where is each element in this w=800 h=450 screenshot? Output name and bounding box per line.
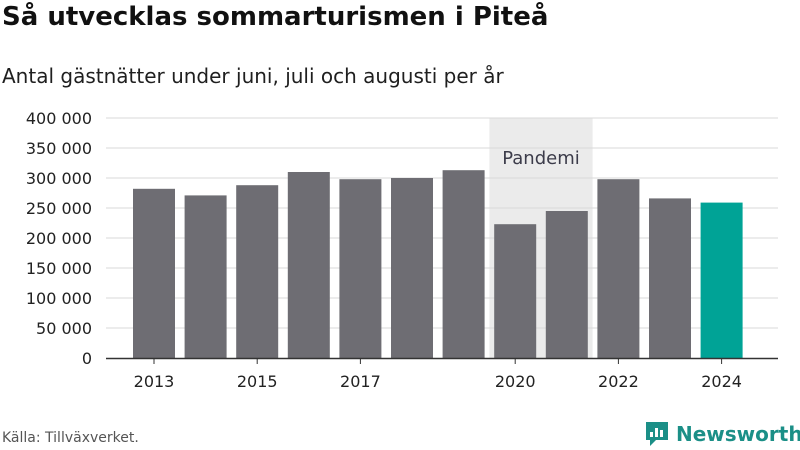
bar-2021 <box>545 211 588 358</box>
y-tick-label: 400 000 <box>26 109 92 128</box>
y-tick-label: 350 000 <box>26 139 92 158</box>
x-tick-label: 2013 <box>134 372 175 391</box>
newsworthy-logo: Newsworthy <box>644 420 800 448</box>
bar-2022 <box>597 179 640 358</box>
y-tick-label: 200 000 <box>26 229 92 248</box>
bar-2016 <box>287 172 330 358</box>
x-tick-label: 2024 <box>701 372 742 391</box>
bar-2018 <box>391 178 433 358</box>
y-tick-label: 150 000 <box>26 259 92 278</box>
x-tick-label: 2020 <box>495 372 536 391</box>
y-tick-label: 0 <box>82 349 92 368</box>
bar-2015 <box>236 185 279 358</box>
x-tick-label: 2022 <box>598 372 639 391</box>
y-tick-label: 50 000 <box>36 319 92 338</box>
y-tick-label: 300 000 <box>26 169 92 188</box>
logo-text: Newsworthy <box>676 422 800 446</box>
y-tick-label: 100 000 <box>26 289 92 308</box>
bar-2024 <box>700 202 743 358</box>
bar-2023 <box>649 198 691 358</box>
newsworthy-logo-icon <box>646 422 668 446</box>
bar-2020 <box>494 224 537 358</box>
x-tick-label: 2017 <box>340 372 381 391</box>
bar-2014 <box>184 195 227 358</box>
pandemic-label: Pandemi <box>502 148 580 169</box>
source-note: Källa: Tillväxverket. <box>2 430 139 446</box>
chart-title: Så utvecklas sommarturismen i Piteå <box>2 2 549 32</box>
y-tick-label: 250 000 <box>26 199 92 218</box>
bar-2019 <box>442 170 485 358</box>
x-tick-label: 2015 <box>237 372 278 391</box>
chart-subtitle: Antal gästnätter under juni, juli och au… <box>2 64 504 88</box>
bar-2013 <box>133 188 175 358</box>
bar-2017 <box>339 179 382 358</box>
